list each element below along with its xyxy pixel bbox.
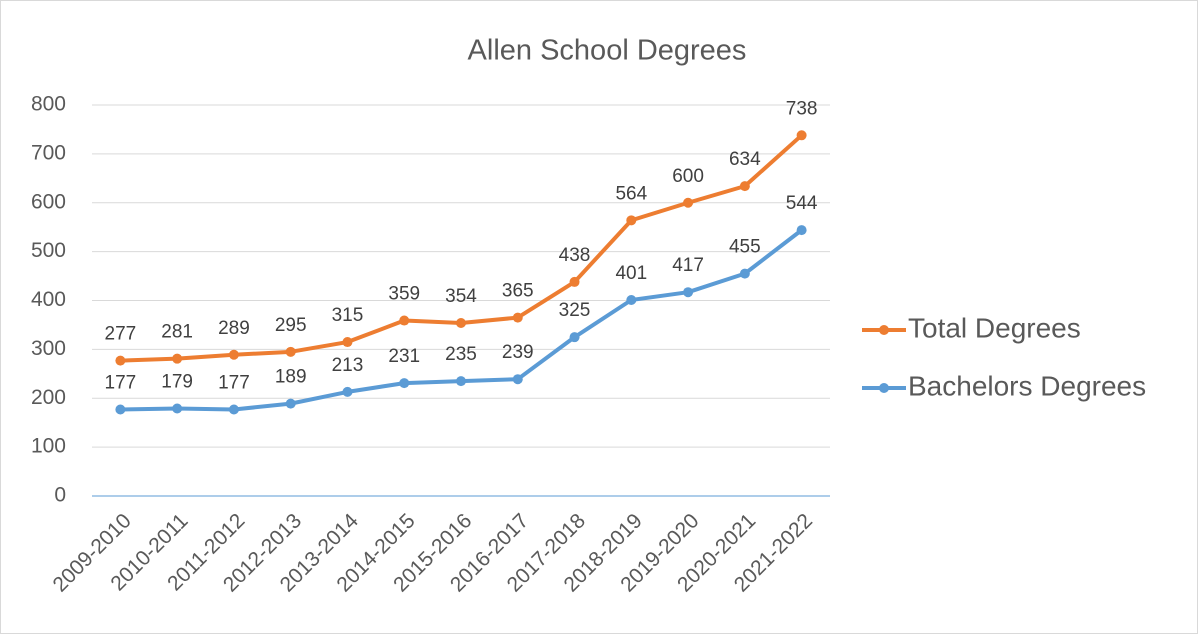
- data-point: [456, 317, 466, 328]
- data-point: [683, 197, 694, 208]
- data-point: [342, 337, 353, 348]
- legend-marker: [879, 325, 889, 335]
- data-point: [512, 374, 523, 385]
- data-label: 634: [729, 149, 761, 170]
- data-point: [285, 398, 296, 409]
- data-label: 277: [105, 324, 137, 345]
- data-label: 438: [559, 245, 591, 266]
- data-label: 365: [502, 281, 534, 302]
- y-tick-label: 600: [31, 190, 66, 213]
- data-label: 281: [161, 322, 193, 343]
- y-tick-label: 800: [31, 93, 66, 116]
- legend-label: Bachelors Degrees: [908, 370, 1146, 401]
- y-tick-label: 700: [31, 141, 66, 164]
- y-tick-label: 0: [54, 484, 66, 507]
- data-label: 359: [388, 284, 420, 305]
- y-tick-label: 100: [31, 435, 66, 458]
- data-point: [569, 276, 580, 287]
- data-label: 177: [105, 373, 137, 394]
- y-tick-label: 400: [31, 288, 66, 311]
- data-label: 231: [388, 346, 420, 367]
- data-label: 289: [218, 318, 250, 339]
- data-point: [399, 315, 410, 326]
- data-point: [512, 312, 523, 323]
- data-point: [626, 215, 637, 226]
- data-label: 401: [615, 263, 647, 284]
- data-point: [399, 378, 410, 389]
- y-tick-label: 300: [31, 337, 66, 360]
- data-point: [115, 404, 126, 415]
- data-point: [115, 355, 126, 366]
- data-label: 189: [275, 367, 307, 388]
- data-label: 235: [445, 344, 477, 365]
- data-point: [172, 403, 183, 414]
- data-point: [342, 386, 353, 397]
- data-point: [456, 376, 466, 387]
- data-label: 315: [332, 305, 364, 326]
- chart-title: Allen School Degrees: [468, 35, 747, 67]
- data-point: [569, 332, 580, 343]
- data-point: [285, 346, 296, 357]
- data-label: 179: [161, 372, 193, 393]
- data-point: [739, 268, 750, 279]
- data-point: [796, 225, 807, 236]
- data-label: 417: [672, 255, 704, 276]
- data-label: 354: [445, 286, 477, 307]
- data-label: 239: [502, 342, 534, 363]
- data-label: 177: [218, 373, 250, 394]
- data-point: [228, 404, 239, 415]
- data-point: [683, 287, 694, 298]
- data-point: [172, 353, 183, 364]
- y-tick-label: 200: [31, 386, 66, 409]
- data-label: 295: [275, 315, 307, 336]
- legend-marker: [879, 383, 889, 393]
- data-point: [626, 295, 637, 306]
- data-point: [796, 130, 807, 141]
- data-label: 213: [332, 355, 364, 376]
- data-label: 544: [786, 193, 818, 214]
- data-label: 325: [559, 300, 591, 321]
- data-point: [228, 349, 239, 360]
- data-label: 738: [786, 98, 818, 119]
- data-label: 455: [729, 237, 761, 258]
- y-tick-label: 500: [31, 239, 66, 262]
- data-point: [739, 181, 750, 192]
- legend-label: Total Degrees: [908, 312, 1081, 343]
- data-label: 564: [615, 183, 647, 204]
- data-label: 600: [672, 166, 704, 187]
